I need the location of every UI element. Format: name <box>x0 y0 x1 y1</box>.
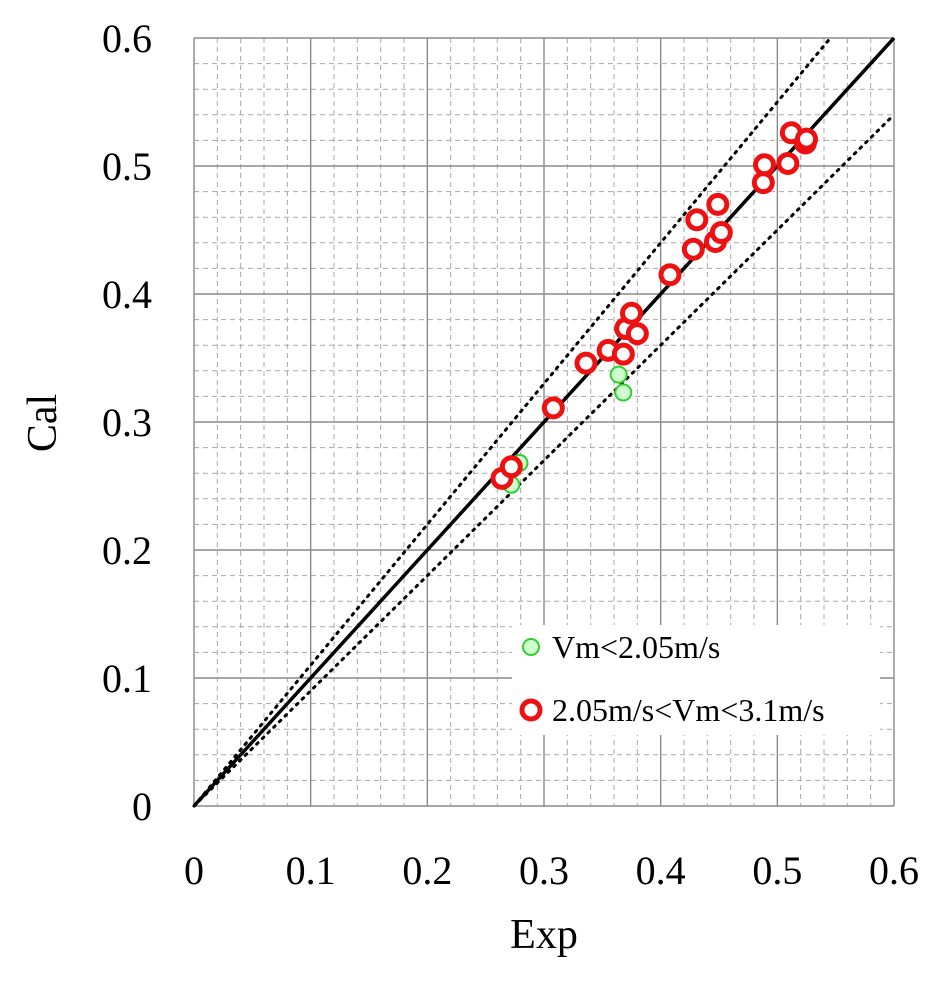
data-point-series-2 <box>611 342 635 366</box>
x-tick-label: 0.5 <box>752 848 802 893</box>
data-point-series-2 <box>499 455 523 479</box>
y-tick-label: 0.6 <box>102 16 152 61</box>
data-point-series-2 <box>574 351 598 375</box>
legend-box <box>512 625 880 735</box>
x-tick-label: 0 <box>184 848 204 893</box>
data-point-series-2 <box>706 192 730 216</box>
data-point-series-1 <box>614 383 633 402</box>
data-point-series-2 <box>620 301 643 325</box>
x-tick-label: 0.6 <box>869 848 919 893</box>
x-tick-label: 0.1 <box>286 848 336 893</box>
y-tick-labels: 0 0.1 0.2 0.3 0.4 0.5 0.6 <box>102 16 152 829</box>
x-tick-label: 0.4 <box>636 848 686 893</box>
x-tick-label: 0.3 <box>519 848 569 893</box>
reference-line-dotted-2 <box>192 36 832 808</box>
data-point-series-2 <box>685 208 709 232</box>
data-point-series-1 <box>609 365 628 384</box>
legend-label-series-2: 2.05m/s<Vm<3.1m/s <box>552 692 825 728</box>
y-axis-title: Cal <box>20 394 66 452</box>
data-point-series-2 <box>795 127 818 151</box>
legend: Vm<2.05m/s 2.05m/s<Vm<3.1m/s <box>512 625 880 735</box>
data-point-series-2 <box>658 263 682 287</box>
data-point-series-2 <box>625 322 649 346</box>
data-point-series-2 <box>709 221 733 245</box>
legend-marker-series-2 <box>519 698 543 722</box>
y-tick-label: 0.5 <box>102 144 152 189</box>
legend-label-series-1: Vm<2.05m/s <box>552 629 720 665</box>
y-tick-label: 0.3 <box>102 400 152 445</box>
x-tick-label: 0.2 <box>402 848 452 893</box>
data-point-series-2 <box>776 151 800 175</box>
y-tick-label: 0.2 <box>102 528 152 573</box>
data-points <box>490 121 818 494</box>
data-point-series-2 <box>541 396 565 420</box>
data-point-series-2 <box>751 171 775 195</box>
legend-marker-series-1 <box>522 638 540 656</box>
data-point-series-2 <box>681 237 705 261</box>
x-tick-labels: 0 0.1 0.2 0.3 0.4 0.5 0.6 <box>184 848 919 893</box>
data-point-series-2 <box>753 153 776 177</box>
x-axis-title: Exp <box>510 912 578 958</box>
y-tick-label: 0.4 <box>102 272 152 317</box>
y-tick-label: 0 <box>132 784 152 829</box>
y-tick-label: 0.1 <box>102 656 152 701</box>
